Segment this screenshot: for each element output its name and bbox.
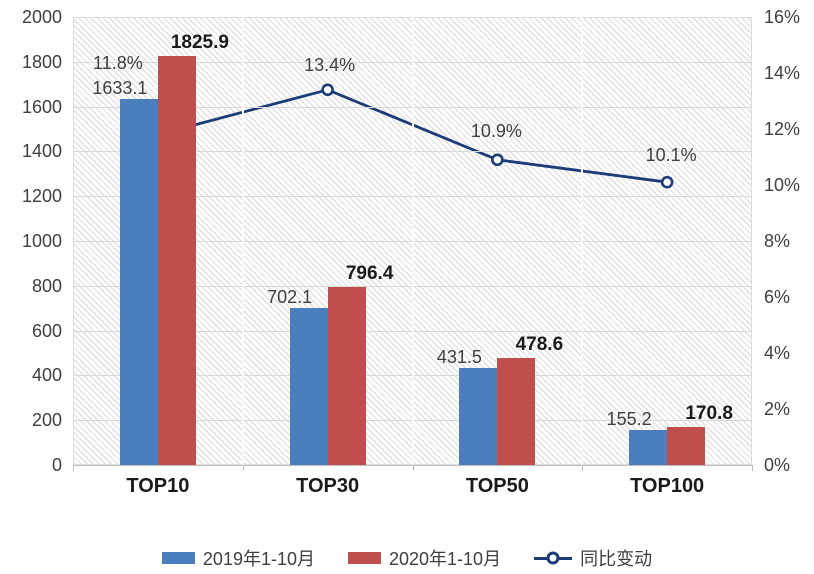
left-axis-tick-label: 1000 (21, 231, 62, 251)
right-axis-tick-label: 0% (764, 455, 791, 475)
right-axis-tick-label: 10% (764, 175, 801, 195)
right-axis-tick-label: 8% (764, 231, 791, 251)
legend-swatch-2019-icon (161, 552, 195, 564)
right-axis-tick-label: 6% (764, 287, 791, 307)
value-label-2020: 796.4 (345, 262, 394, 284)
bar-2019-top100 (629, 430, 668, 465)
right-axis-tick-label: 12% (764, 119, 801, 139)
value-label-2020: 478.6 (515, 333, 564, 355)
left-axis-tick-label: 800 (31, 275, 62, 296)
left-axis-tick-label: 600 (31, 320, 62, 341)
legend-line-marker-icon (534, 551, 573, 565)
legend: 2019年1-10月 2020年1-10月 同比变动 (0, 545, 814, 571)
x-axis-tick (242, 465, 244, 471)
legend-item-2019: 2019年1-10月 (161, 545, 315, 571)
category-label-top100: TOP100 (630, 475, 705, 497)
category-label-top10: TOP10 (126, 475, 190, 497)
legend-item-2020: 2020年1-10月 (348, 545, 501, 571)
category-label-top50: TOP50 (465, 475, 529, 497)
left-axis-tick-label: 1800 (21, 51, 62, 72)
left-axis-tick-label: 1600 (21, 96, 62, 117)
v-gridline (411, 17, 414, 465)
legend-item-line: 同比变动 (534, 545, 652, 571)
bar-2020-top50 (497, 357, 536, 465)
legend-label-2020: 2020年1-10月 (389, 549, 502, 569)
category-label-top30: TOP30 (296, 475, 360, 497)
left-axis-tick-label: 200 (31, 410, 62, 431)
percent-label: 10.1% (645, 145, 697, 166)
v-gridline (241, 17, 244, 465)
right-axis-tick-label: 4% (764, 343, 791, 363)
v-gridline (581, 17, 584, 465)
bar-2020-top30 (327, 286, 366, 465)
legend-swatch-2020-icon (348, 552, 381, 564)
left-axis-tick-label: 400 (31, 365, 62, 386)
percent-label: 11.8% (93, 52, 143, 73)
value-label-2019: 155.2 (606, 409, 652, 430)
right-axis-tick-label: 14% (764, 63, 801, 83)
legend-label-2019: 2019年1-10月 (202, 549, 315, 569)
bar-2020-top100 (667, 426, 706, 465)
percent-label: 13.4% (304, 54, 356, 75)
legend-label-line: 同比变动 (580, 549, 653, 569)
bar-2019-top10 (119, 99, 158, 465)
percent-label: 10.9% (470, 120, 522, 141)
value-label-2019: 1633.1 (92, 78, 148, 99)
right-axis-tick-label: 16% (764, 7, 801, 27)
left-axis-tick-label: 1400 (21, 141, 62, 162)
value-label-2020: 170.8 (685, 402, 733, 424)
x-axis-tick (73, 465, 74, 471)
left-axis-tick-label: 0 (51, 455, 62, 475)
x-axis-tick (752, 465, 753, 471)
bar-2020-top10 (157, 55, 196, 465)
value-label-2019: 702.1 (267, 286, 313, 307)
left-axis-tick-label: 1200 (21, 186, 62, 207)
value-label-2019: 431.5 (436, 347, 482, 368)
x-axis-tick (412, 465, 414, 471)
left-axis-tick-label: 2000 (21, 7, 62, 27)
bar-2019-top30 (289, 307, 328, 465)
bar-2019-top50 (459, 368, 498, 465)
x-axis-tick (582, 465, 584, 471)
value-label-2020: 1825.9 (170, 31, 229, 53)
right-axis-tick-label: 2% (764, 399, 791, 419)
